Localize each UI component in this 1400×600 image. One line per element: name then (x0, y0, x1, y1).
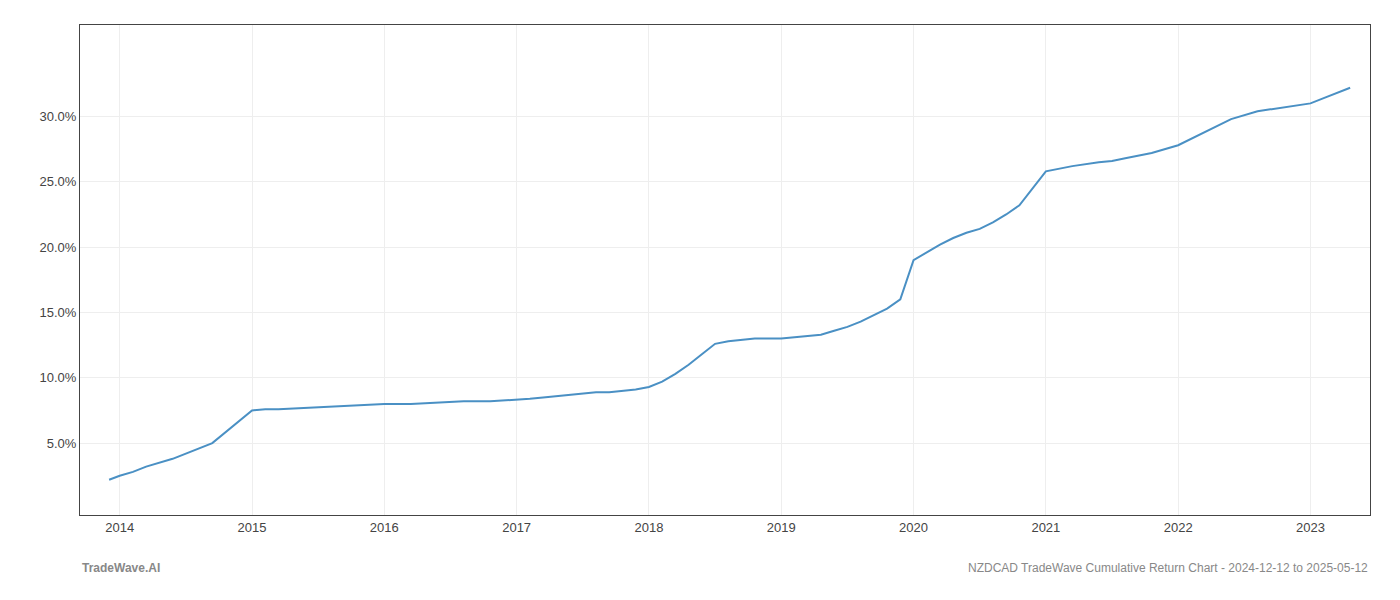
svg-text:2017: 2017 (502, 520, 531, 535)
svg-text:15.0%: 15.0% (40, 305, 77, 320)
svg-text:25.0%: 25.0% (40, 174, 77, 189)
svg-text:10.0%: 10.0% (40, 370, 77, 385)
svg-text:TradeWave.AI: TradeWave.AI (82, 561, 160, 575)
svg-text:2014: 2014 (105, 520, 134, 535)
svg-text:2020: 2020 (899, 520, 928, 535)
svg-text:30.0%: 30.0% (40, 109, 77, 124)
svg-text:2015: 2015 (238, 520, 267, 535)
svg-text:2021: 2021 (1031, 520, 1060, 535)
svg-text:2023: 2023 (1296, 520, 1325, 535)
svg-text:20.0%: 20.0% (40, 240, 77, 255)
svg-text:2019: 2019 (767, 520, 796, 535)
svg-text:2016: 2016 (370, 520, 399, 535)
svg-text:2022: 2022 (1164, 520, 1193, 535)
svg-text:2018: 2018 (634, 520, 663, 535)
svg-text:NZDCAD TradeWave Cumulative Re: NZDCAD TradeWave Cumulative Return Chart… (968, 561, 1368, 575)
svg-text:5.0%: 5.0% (47, 436, 77, 451)
